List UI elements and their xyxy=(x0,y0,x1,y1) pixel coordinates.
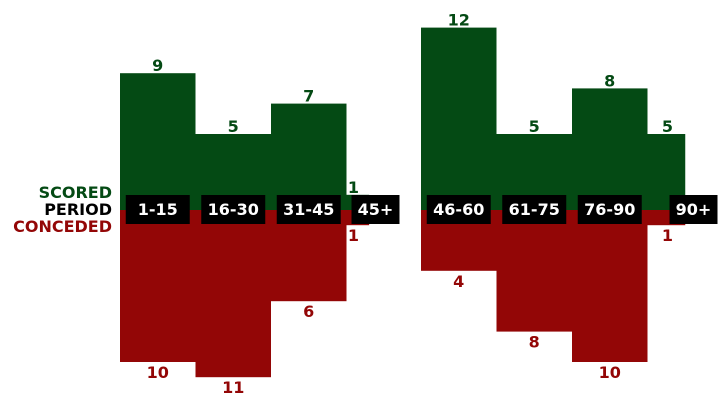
period-box-1-15 xyxy=(125,195,190,224)
period-label-46-60: 46-60 xyxy=(433,200,484,219)
conceded-bar-16-30 xyxy=(195,210,271,378)
legend-conceded: CONCEDED xyxy=(13,217,112,236)
conceded-label-90+: 1 xyxy=(662,226,673,245)
period-label-90+: 90+ xyxy=(676,200,712,219)
period-box-45+ xyxy=(351,195,400,224)
period-box-76-90 xyxy=(577,195,642,224)
period-label-61-75: 61-75 xyxy=(509,200,560,219)
scored-bar-46-60 xyxy=(421,27,497,210)
legend-period: PERIOD xyxy=(44,200,112,219)
scored-label-46-60: 12 xyxy=(448,11,470,30)
scored-bar-31-45 xyxy=(271,103,347,210)
conceded-label-1-15: 10 xyxy=(147,363,169,382)
scored-label-1-15: 9 xyxy=(152,56,163,75)
legend-scored: SCORED xyxy=(39,183,112,202)
period-label-1-15: 1-15 xyxy=(138,200,178,219)
labels-layer: 9101-1551116-307631-451145+12446-605861-… xyxy=(125,11,718,397)
period-box-90+ xyxy=(669,195,718,224)
conceded-label-46-60: 4 xyxy=(453,272,464,291)
scored-label-16-30: 5 xyxy=(228,117,239,136)
scored-bar-1-15 xyxy=(120,73,196,210)
period-label-16-30: 16-30 xyxy=(208,200,259,219)
bars-layer xyxy=(120,27,686,378)
conceded-bar-31-45 xyxy=(271,210,347,302)
scored-label-76-90: 8 xyxy=(604,71,615,90)
scored-label-61-75: 5 xyxy=(529,117,540,136)
conceded-label-76-90: 10 xyxy=(599,363,621,382)
scored-label-90+: 5 xyxy=(662,117,673,136)
scored-label-31-45: 7 xyxy=(303,87,314,106)
conceded-label-45+: 1 xyxy=(348,226,359,245)
period-box-46-60 xyxy=(426,195,491,224)
conceded-label-16-30: 11 xyxy=(222,378,244,397)
period-label-31-45: 31-45 xyxy=(283,200,334,219)
scored-bar-76-90 xyxy=(572,88,648,210)
period-box-31-45 xyxy=(276,195,341,224)
conceded-label-31-45: 6 xyxy=(303,302,314,321)
period-label-45+: 45+ xyxy=(358,200,394,219)
period-box-16-30 xyxy=(201,195,266,224)
period-box-61-75 xyxy=(502,195,567,224)
period-label-76-90: 76-90 xyxy=(584,200,635,219)
conceded-bar-1-15 xyxy=(120,210,196,362)
conceded-bar-61-75 xyxy=(496,210,572,332)
conceded-label-61-75: 8 xyxy=(529,333,540,352)
conceded-bar-76-90 xyxy=(572,210,648,362)
scored-label-45+: 1 xyxy=(348,178,359,197)
